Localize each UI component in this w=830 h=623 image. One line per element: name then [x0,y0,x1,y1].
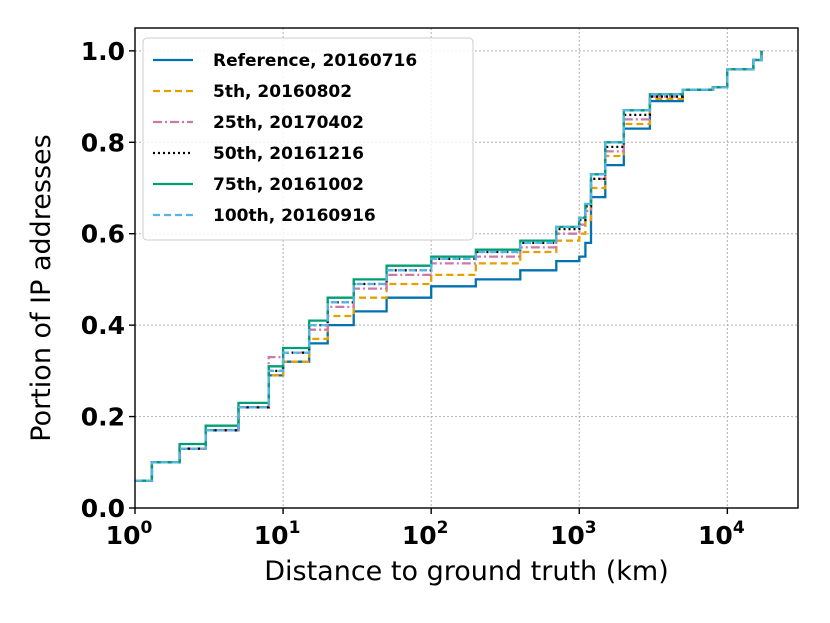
x-tick-label: 102 [402,518,449,550]
legend-label-3: 25th, 20170402 [213,113,364,133]
y-tick-label: 0.6 [81,220,125,249]
x-tick-label: 104 [698,518,745,550]
y-tick-label: 0.2 [81,403,125,432]
x-tick-label: 103 [550,518,597,550]
y-tick-label: 0.4 [81,311,125,340]
x-tick-label: 101 [254,518,301,550]
y-axis-label: Portion of IP addresses [26,134,57,441]
y-tick-label: 0.8 [81,128,125,157]
series-layer [135,50,763,482]
legend-label-4: 50th, 20161216 [213,144,364,164]
y-axis-ticks: 0.0 0.2 0.4 0.6 0.8 1.0 [81,37,135,523]
legend-label-1: Reference, 20160716 [213,51,417,71]
x-axis-label: Distance to ground truth (km) [264,556,669,587]
legend-box [142,37,474,241]
legend-label-6: 100th, 20160916 [213,206,376,226]
x-axis-ticks: 100 101 102 103 104 [106,508,745,550]
series-line-6 [135,50,763,482]
legend-label-5: 75th, 20161002 [213,175,364,195]
y-tick-label: 0.0 [81,494,125,523]
legend-label-2: 5th, 20160802 [213,82,352,102]
y-tick-label: 1.0 [81,37,125,66]
plot-frame [134,27,799,509]
legend: Reference, 20160716 5th, 20160802 25th, 20… [142,37,474,241]
